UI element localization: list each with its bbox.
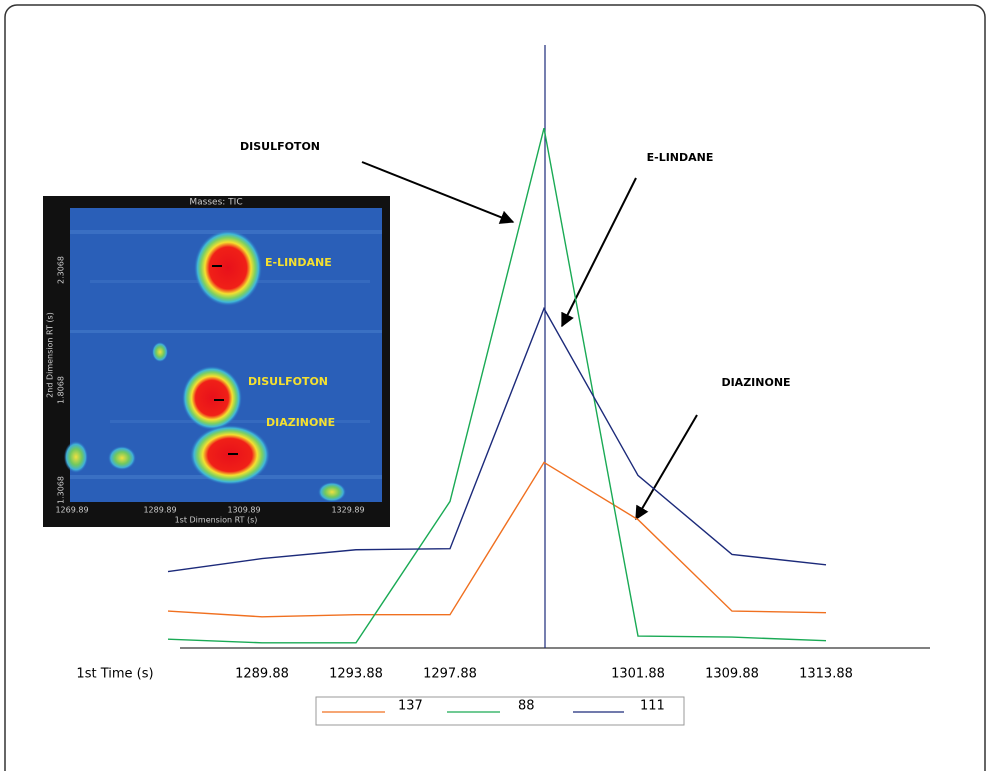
annotation: E-LINDANE (647, 151, 714, 164)
series-line (167, 128, 827, 644)
minor-blob (64, 441, 88, 473)
annotation: DISULFOTON (240, 140, 320, 153)
peak-blob (194, 230, 262, 306)
arrow (561, 177, 637, 328)
legend-label: 111 (640, 699, 665, 714)
inset-y-label: 2nd Dimension RT (s) (46, 312, 55, 398)
inset-x-tick: 1309.89 (227, 506, 260, 515)
minor-blob (318, 482, 346, 502)
inset-x-tick: 1269.89 (55, 506, 88, 515)
inset-label: E-LINDANE (265, 256, 332, 269)
peak-blob (182, 366, 242, 430)
x-tick-label: 1301.88 (611, 667, 665, 682)
annotation: DIAZINONE (721, 376, 790, 389)
inset-x-label: 1st Dimension RT (s) (175, 516, 258, 525)
series-line (167, 306, 827, 573)
series-line (167, 461, 827, 618)
minor-blob (108, 446, 136, 470)
legend (315, 696, 685, 726)
inset-label: DISULFOTON (248, 375, 328, 388)
legend-label: 137 (398, 699, 423, 714)
inset-x-tick: 1289.89 (143, 506, 176, 515)
x-axis-label: 1st Time (s) (76, 667, 153, 682)
x-tick-label: 1293.88 (329, 667, 383, 682)
legend-label: 88 (518, 699, 535, 714)
arrow (361, 161, 515, 224)
x-tick-label: 1309.88 (705, 667, 759, 682)
inset-title: Masses: TIC (189, 198, 242, 208)
inset-label: DIAZINONE (266, 416, 335, 429)
x-tick-label: 1297.88 (423, 667, 477, 682)
inset-y-tick: 1.3068 (57, 476, 66, 504)
minor-blob (152, 342, 168, 362)
inset-y-tick: 2.3068 (57, 256, 66, 284)
inset-x-tick: 1329.89 (331, 506, 364, 515)
x-tick-label: 1289.88 (235, 667, 289, 682)
inset: Masses: TIC E-LINDANE DISULFOTON DIAZINO… (43, 196, 390, 527)
arrow (635, 414, 698, 521)
x-tick-label: 1313.88 (799, 667, 853, 682)
inset-y-tick: 1.8068 (57, 376, 66, 404)
